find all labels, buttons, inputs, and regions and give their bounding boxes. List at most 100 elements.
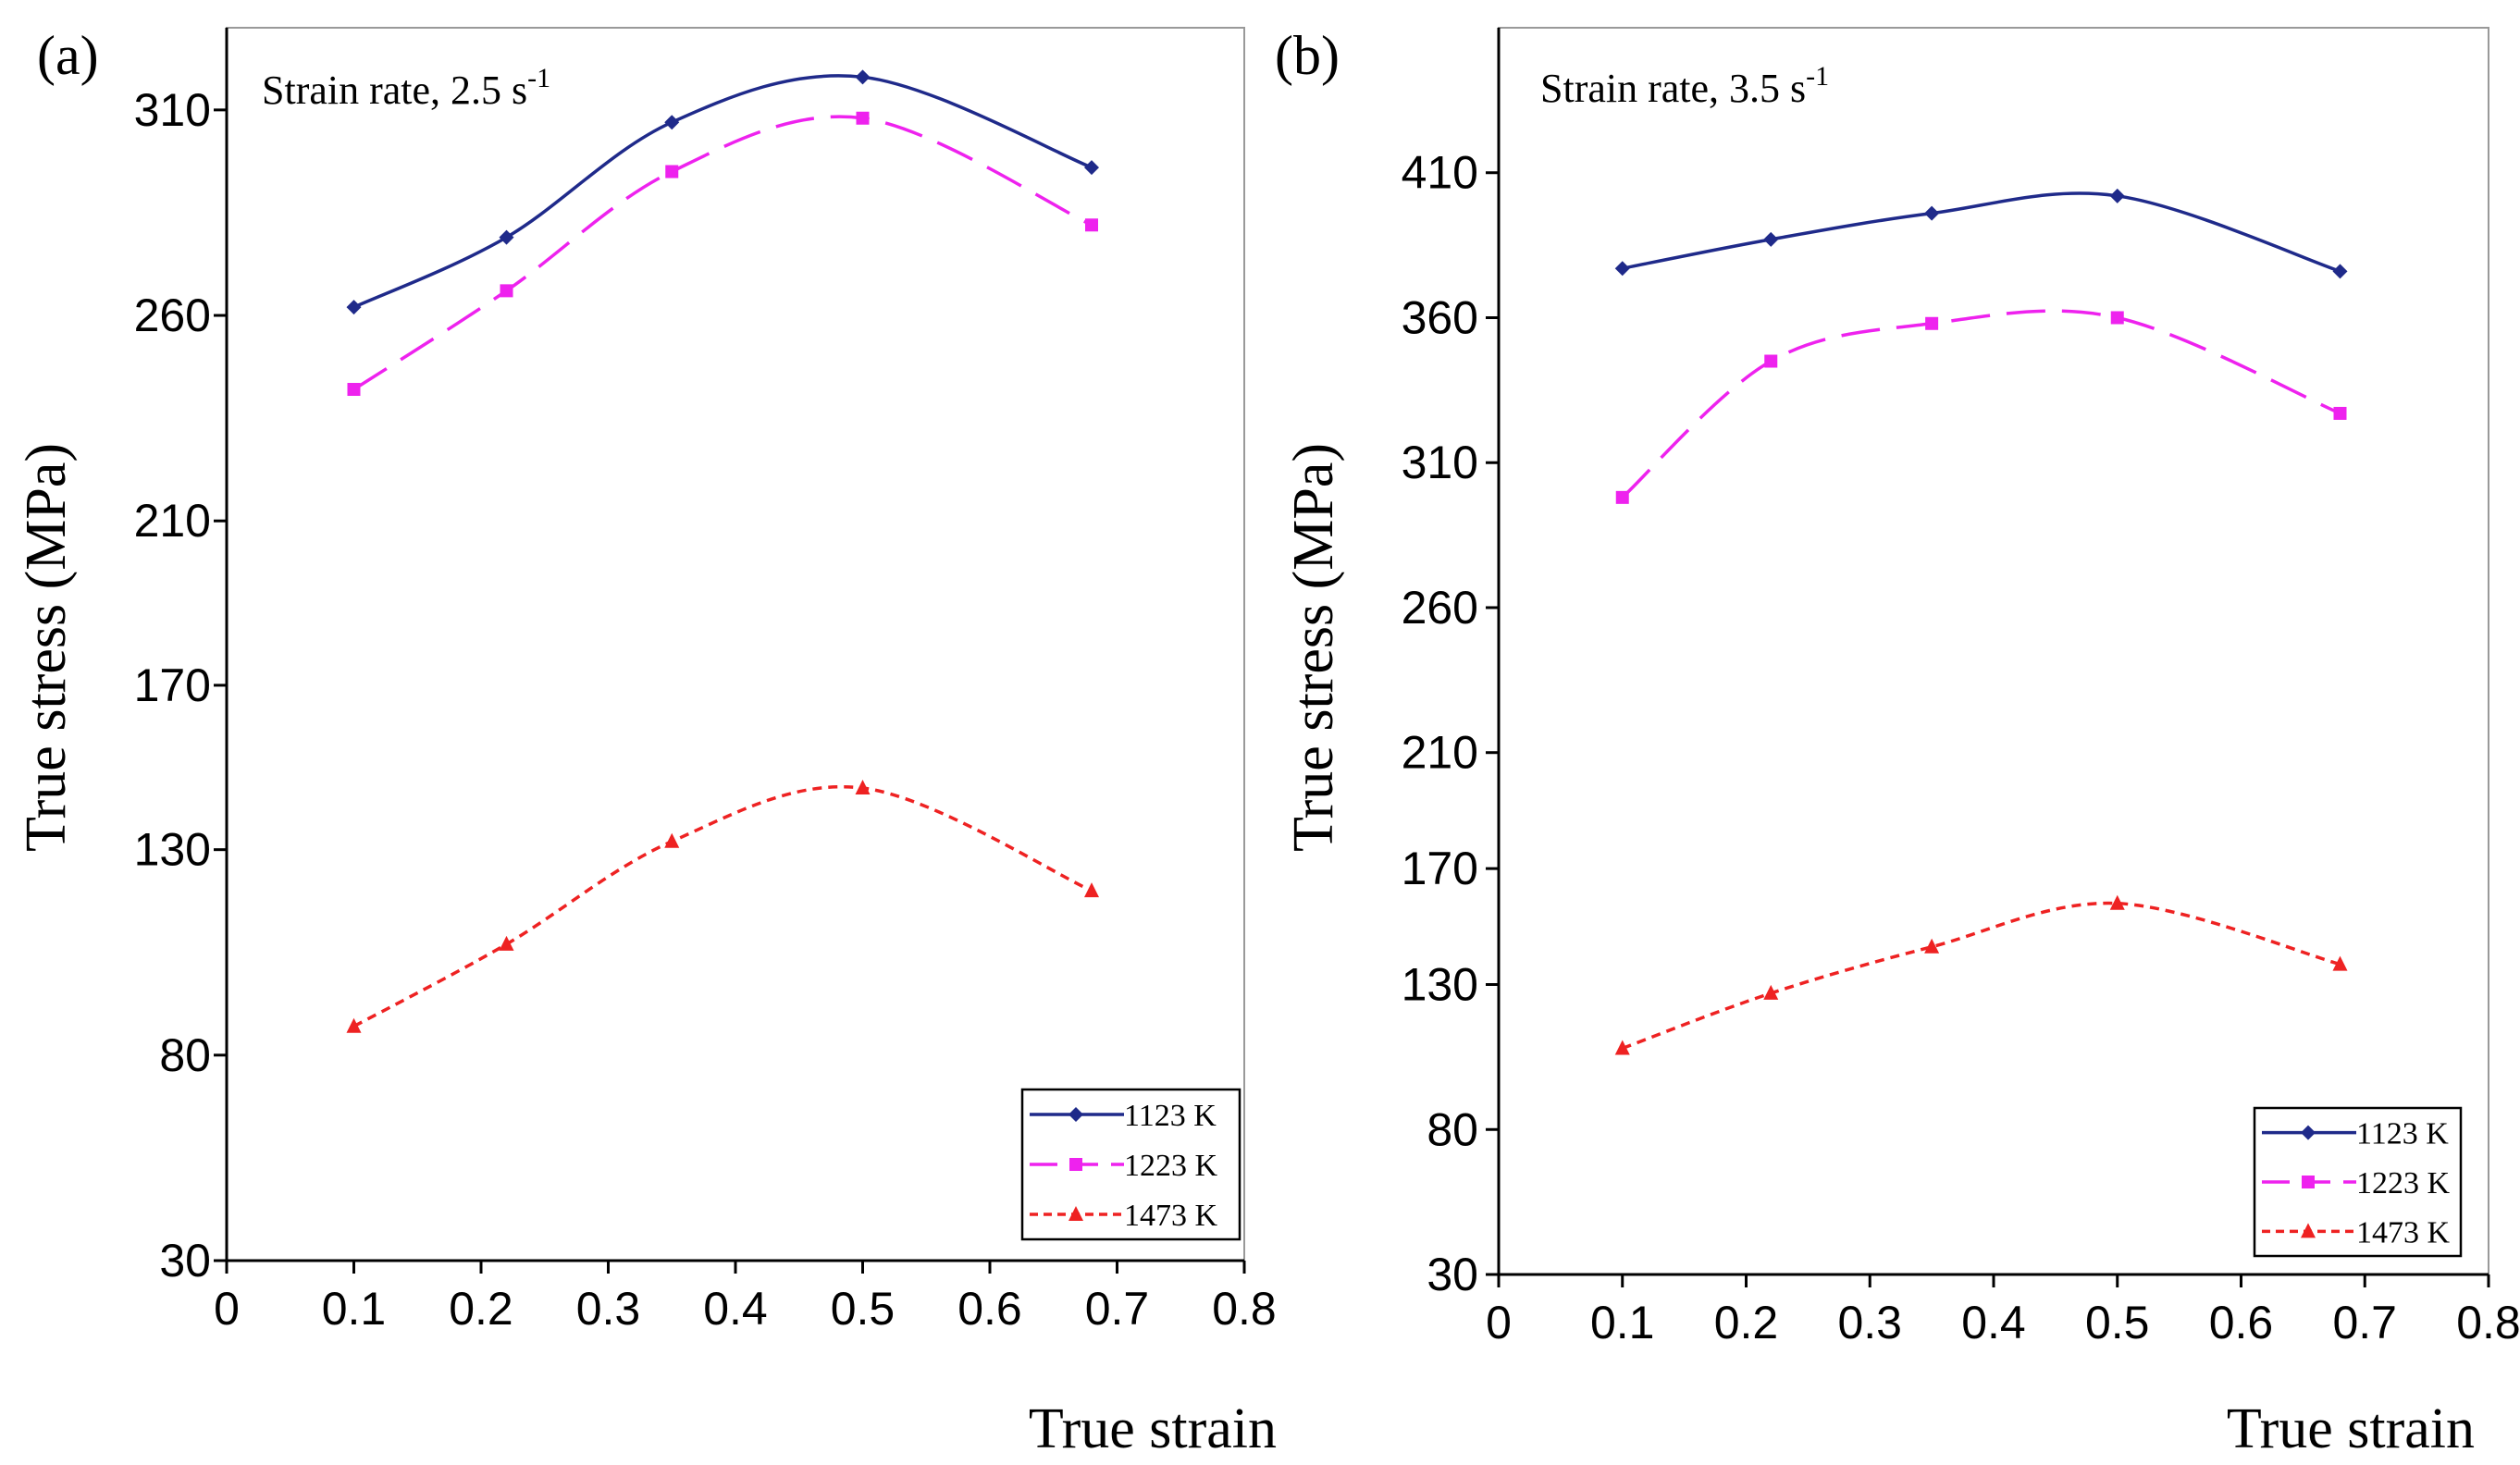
plot-frame xyxy=(1498,27,2489,1275)
x-axis-title: True strain xyxy=(1029,1397,1277,1460)
y-tick-label: 260 xyxy=(134,289,211,341)
legend: 1123 K 1223 K 1473 K xyxy=(2253,1106,2463,1258)
y-tick-label: 170 xyxy=(1402,843,1478,894)
strain-rate-annotation: Strain rate, 3.5 s-1 xyxy=(1540,61,1829,111)
data-point-marker xyxy=(499,935,514,951)
x-tick-label: 0.6 xyxy=(2209,1297,2274,1348)
data-point-marker xyxy=(665,165,679,179)
series-line xyxy=(1622,901,2341,1051)
x-tick-label: 0.6 xyxy=(957,1283,1022,1335)
data-point-marker xyxy=(856,111,870,125)
data-point-marker xyxy=(2333,406,2347,420)
legend-marker xyxy=(2302,1176,2315,1188)
data-point-marker xyxy=(500,284,513,298)
legend-label: 1223 K xyxy=(1124,1149,1218,1183)
panel-label: (a) xyxy=(37,25,99,86)
y-tick-label: 170 xyxy=(134,659,211,711)
legend-label: 1473 K xyxy=(2356,1215,2451,1250)
series-line xyxy=(1622,191,2341,273)
data-point-marker xyxy=(1084,882,1099,898)
y-tick-label: 130 xyxy=(1402,959,1478,1011)
panel-label: (b) xyxy=(1275,25,1340,86)
x-tick-label: 0.7 xyxy=(1085,1283,1150,1335)
data-point-marker xyxy=(2332,264,2348,279)
data-point-marker xyxy=(346,1017,362,1033)
plot-frame xyxy=(226,27,1245,1262)
data-point-marker xyxy=(1925,316,1939,330)
legend-label: 1123 K xyxy=(1124,1099,1217,1133)
data-point-marker xyxy=(1615,490,1629,504)
data-point-marker xyxy=(499,229,514,245)
x-tick-label: 0.8 xyxy=(1212,1283,1277,1335)
data-point-marker xyxy=(2332,955,2348,971)
data-point-marker xyxy=(1614,1040,1630,1055)
x-axis-title: True strain xyxy=(2227,1397,2475,1460)
data-point-marker xyxy=(2109,894,2125,910)
y-tick-label: 310 xyxy=(134,84,211,136)
x-tick-label: 0.5 xyxy=(831,1283,896,1335)
x-tick-label: 0.5 xyxy=(2085,1297,2150,1348)
y-tick-label: 130 xyxy=(134,824,211,876)
data-point-marker xyxy=(664,115,680,130)
data-point-marker xyxy=(2109,188,2125,203)
x-tick-label: 0.4 xyxy=(703,1283,768,1335)
strain-rate-superscript: -1 xyxy=(1806,61,1829,92)
data-point-marker xyxy=(346,300,362,315)
x-tick-label: 0.7 xyxy=(2332,1297,2397,1348)
data-point-marker xyxy=(1763,231,1779,247)
x-tick-label: 0.4 xyxy=(1961,1297,2026,1348)
x-tick-label: 0.2 xyxy=(1714,1297,1779,1348)
data-point-marker xyxy=(1924,938,1940,954)
y-axis-title: True stress (MPa) xyxy=(1282,443,1345,852)
data-point-marker xyxy=(2110,311,2124,325)
y-tick-label: 210 xyxy=(134,495,211,547)
x-tick-label: 0.3 xyxy=(576,1283,641,1335)
series-line xyxy=(352,785,1093,1028)
data-point-marker xyxy=(1764,354,1778,368)
legend-label: 1473 K xyxy=(1124,1199,1218,1233)
data-point-marker xyxy=(1614,261,1630,277)
data-point-marker xyxy=(1763,984,1779,1000)
series-1473-k xyxy=(346,780,1099,1033)
series-line xyxy=(1621,309,2341,499)
x-tick-label: 0.3 xyxy=(1837,1297,1902,1348)
series-line xyxy=(352,115,1093,391)
x-tick-label: 0.2 xyxy=(449,1283,513,1335)
series-1223-k xyxy=(1615,309,2347,504)
series-1123-k xyxy=(346,69,1099,315)
data-point-marker xyxy=(1084,160,1099,176)
data-point-marker xyxy=(347,383,361,397)
legend-label: 1123 K xyxy=(2356,1117,2449,1151)
y-tick-label: 360 xyxy=(1402,291,1478,343)
x-tick-label: 0 xyxy=(214,1283,240,1335)
data-point-marker xyxy=(855,780,871,795)
y-tick-label: 410 xyxy=(1402,147,1478,199)
legend-label: 1223 K xyxy=(2356,1166,2451,1200)
y-tick-label: 30 xyxy=(159,1235,211,1286)
legend: 1123 K 1223 K 1473 K xyxy=(1020,1088,1241,1241)
legend-marker xyxy=(2301,1125,2316,1140)
x-tick-label: 0 xyxy=(1486,1297,1512,1348)
legend-marker xyxy=(2301,1223,2316,1238)
series-1223-k xyxy=(347,111,1098,397)
chart-panel-a: 30 80 130 170 210 260 310 0 0.1 0.2 0.3 0.4 0.5 0.6 0.… xyxy=(15,25,1277,1460)
strain-rate-superscript: -1 xyxy=(527,63,550,93)
legend-marker xyxy=(1069,1158,1082,1171)
x-tick-label: 0.8 xyxy=(2456,1297,2520,1348)
legend-marker xyxy=(1069,1206,1083,1221)
y-tick-label: 30 xyxy=(1427,1249,1478,1300)
legend-marker xyxy=(1069,1107,1083,1122)
data-point-marker xyxy=(664,832,680,848)
series-1473-k xyxy=(1614,894,2348,1055)
x-tick-label: 0.1 xyxy=(1590,1297,1655,1348)
series-line xyxy=(352,74,1093,309)
y-tick-label: 80 xyxy=(159,1029,211,1081)
y-tick-label: 260 xyxy=(1402,582,1478,634)
strain-rate-annotation: Strain rate, 2.5 s-1 xyxy=(262,63,550,113)
x-tick-label: 0.1 xyxy=(322,1283,387,1335)
data-point-marker xyxy=(855,69,871,85)
strain-rate-text: Strain rate, 2.5 s xyxy=(262,68,527,113)
y-tick-label: 210 xyxy=(1402,727,1478,779)
series-1123-k xyxy=(1614,188,2348,279)
